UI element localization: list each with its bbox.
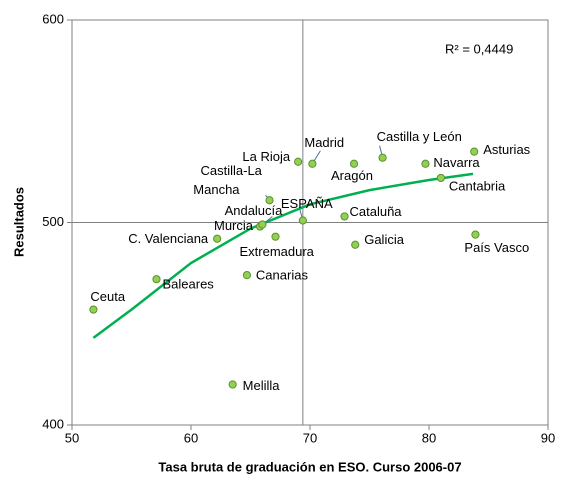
point-label: ESPAÑA bbox=[281, 196, 333, 211]
label-line: Mancha bbox=[193, 183, 240, 198]
point bbox=[470, 147, 479, 156]
point-label: Cantabria bbox=[449, 178, 506, 193]
point-label: Murcia bbox=[214, 218, 254, 233]
x-axis-title: Tasa bruta de graduación en ESO. Curso 2… bbox=[158, 459, 461, 474]
point bbox=[340, 212, 349, 221]
y-tick-label: 400 bbox=[42, 416, 64, 431]
point bbox=[265, 196, 274, 205]
point bbox=[152, 275, 161, 284]
r-squared: R² = 0,4449 bbox=[445, 41, 513, 56]
x-tick-label: 90 bbox=[541, 430, 555, 445]
x-tick-label: 50 bbox=[65, 430, 79, 445]
point-label: Andalucía bbox=[225, 203, 284, 218]
point bbox=[349, 159, 359, 168]
x-tick-label: 60 bbox=[184, 430, 198, 445]
point bbox=[213, 234, 222, 243]
point-label: Galicia bbox=[364, 232, 405, 247]
point-label: Canarias bbox=[256, 268, 309, 283]
x-tick-label: 70 bbox=[303, 430, 317, 445]
point-label: Asturias bbox=[483, 142, 530, 157]
point-label: Madrid bbox=[304, 135, 344, 150]
point bbox=[271, 232, 280, 241]
point bbox=[308, 159, 317, 168]
y-axis-title: Resultados bbox=[11, 187, 26, 257]
y-tick-label: 600 bbox=[42, 11, 64, 26]
point-label: Cataluña bbox=[350, 204, 403, 219]
label-line: Castilla-La bbox=[201, 164, 266, 179]
point-label: La Rioja bbox=[242, 149, 290, 164]
point bbox=[242, 271, 252, 280]
point bbox=[294, 157, 303, 166]
x-tick-label: 80 bbox=[422, 430, 436, 445]
point-label: Melilla bbox=[243, 378, 281, 393]
point bbox=[436, 173, 445, 183]
point bbox=[258, 220, 267, 229]
point bbox=[378, 153, 387, 162]
point-label: Castilla-La Mancha bbox=[193, 164, 265, 198]
point bbox=[421, 159, 430, 168]
point-label: Navarra bbox=[433, 155, 480, 170]
point bbox=[298, 216, 307, 225]
point bbox=[471, 230, 480, 239]
point bbox=[351, 240, 360, 249]
point bbox=[228, 380, 237, 389]
point-label: C. Valenciana bbox=[128, 231, 209, 246]
point-label: Extremadura bbox=[239, 244, 314, 259]
point-label: Baleares bbox=[162, 277, 214, 292]
point-label: Ceuta bbox=[90, 289, 125, 304]
trend-line bbox=[92, 172, 474, 339]
point-label: País Vasco bbox=[464, 240, 529, 255]
y-tick-label: 500 bbox=[42, 214, 64, 229]
point bbox=[89, 305, 98, 314]
point-label: Aragón bbox=[331, 168, 373, 183]
point-label: Castilla y León bbox=[377, 129, 462, 144]
